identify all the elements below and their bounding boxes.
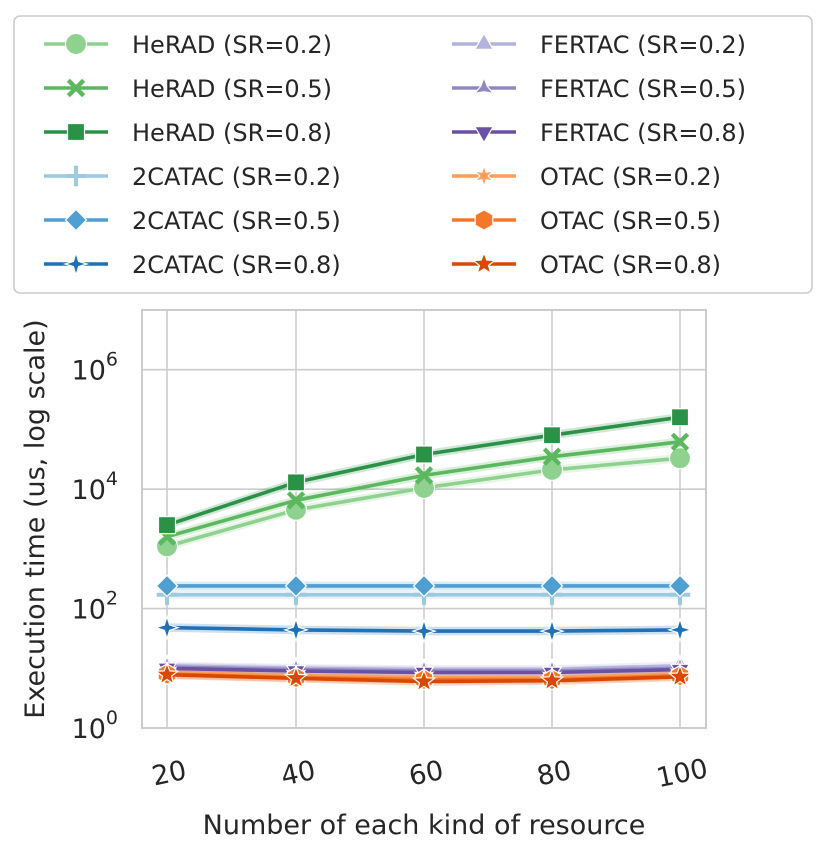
legend-entry: 2CATAC (SR=0.2)	[44, 163, 341, 191]
legend-entry: 2CATAC (SR=0.8)	[44, 250, 341, 279]
data-point	[282, 616, 310, 643]
legend-label: HeRAD (SR=0.2)	[132, 31, 332, 59]
data-point	[542, 447, 562, 466]
legend-label: HeRAD (SR=0.8)	[132, 119, 332, 147]
legend-entry: OTAC (SR=0.8)	[452, 251, 721, 279]
data-point	[412, 574, 436, 598]
series-4	[155, 574, 692, 598]
legend-marker	[62, 250, 90, 278]
series-5	[153, 614, 693, 645]
legend-entry: OTAC (SR=0.2)	[452, 163, 721, 191]
data-point	[539, 667, 565, 692]
legend-marker	[64, 208, 88, 232]
legend-marker	[473, 126, 495, 144]
y-tick-label: 102	[72, 588, 118, 626]
legend-entry: HeRAD (SR=0.8)	[44, 119, 332, 147]
data-point	[667, 616, 693, 643]
legend-marker	[66, 122, 86, 142]
data-point	[153, 614, 181, 641]
legend-label: 2CATAC (SR=0.5)	[132, 207, 341, 235]
data-point	[668, 447, 692, 470]
plot-frame	[141, 309, 707, 729]
legend-entry: OTAC (SR=0.5)	[452, 207, 721, 235]
x-tick-label: 20	[149, 755, 189, 792]
data-point	[414, 445, 434, 464]
series-2	[157, 408, 690, 535]
legend-marker	[473, 75, 495, 95]
legend-marker	[474, 209, 494, 231]
legend-label: OTAC (SR=0.8)	[540, 251, 721, 279]
data-point	[154, 661, 180, 686]
legend-entry: FERTAC (SR=0.5)	[452, 75, 746, 103]
legend-label: 2CATAC (SR=0.8)	[132, 251, 341, 279]
y-tick-label: 106	[72, 349, 118, 387]
series-11	[154, 661, 693, 692]
series-lines	[153, 408, 693, 692]
legend-label: OTAC (SR=0.2)	[540, 163, 721, 191]
data-point	[670, 408, 690, 427]
data-point	[283, 665, 309, 689]
data-point	[286, 473, 306, 492]
legend-marker	[66, 78, 86, 98]
x-axis-label: Number of each kind of resource	[203, 810, 646, 841]
legend-label: FERTAC (SR=0.8)	[540, 119, 746, 147]
legend-label: 2CATAC (SR=0.2)	[132, 163, 341, 191]
y-tick-label: 104	[72, 468, 118, 506]
data-point	[286, 491, 306, 510]
legend-marker	[473, 32, 495, 50]
legend-entry: HeRAD (SR=0.2)	[44, 31, 332, 59]
x-tick-label: 100	[654, 753, 711, 794]
data-point	[539, 617, 565, 645]
y-tick-label: 100	[72, 707, 118, 745]
legend-label: FERTAC (SR=0.2)	[540, 31, 746, 59]
data-point	[410, 617, 438, 645]
data-point	[157, 515, 177, 535]
y-axis-label: Execution time (us, log scale)	[20, 319, 51, 718]
data-point	[670, 432, 690, 452]
legend-label: OTAC (SR=0.5)	[540, 207, 721, 235]
data-point	[155, 574, 179, 598]
data-point	[668, 574, 692, 598]
legend-marker	[64, 32, 88, 56]
legend-label: FERTAC (SR=0.5)	[540, 75, 746, 103]
x-tick-label: 60	[406, 755, 446, 792]
x-tick-label: 40	[278, 755, 318, 792]
data-point	[542, 426, 562, 445]
legend-marker	[65, 165, 87, 187]
legend-label: HeRAD (SR=0.5)	[132, 75, 332, 103]
legend: HeRAD (SR=0.2) HeRAD (SR=0.5) HeRAD (SR=0.…	[13, 15, 813, 294]
data-point	[667, 663, 693, 688]
data-point	[411, 668, 437, 692]
legend-frame	[13, 15, 813, 294]
legend-entry: FERTAC (SR=0.8)	[452, 119, 746, 147]
legend-marker	[473, 163, 495, 189]
legend-marker	[471, 251, 497, 275]
data-point	[284, 574, 308, 598]
legend-entry: 2CATAC (SR=0.5)	[44, 207, 341, 235]
x-tick-label: 80	[534, 755, 574, 792]
legend-entry: HeRAD (SR=0.5)	[44, 75, 332, 103]
legend-entry: FERTAC (SR=0.2)	[452, 31, 746, 59]
axis-ticks: 20 40 60 80 100 100 102 104 106	[72, 349, 711, 794]
data-point	[540, 574, 564, 598]
data-point	[414, 466, 434, 485]
